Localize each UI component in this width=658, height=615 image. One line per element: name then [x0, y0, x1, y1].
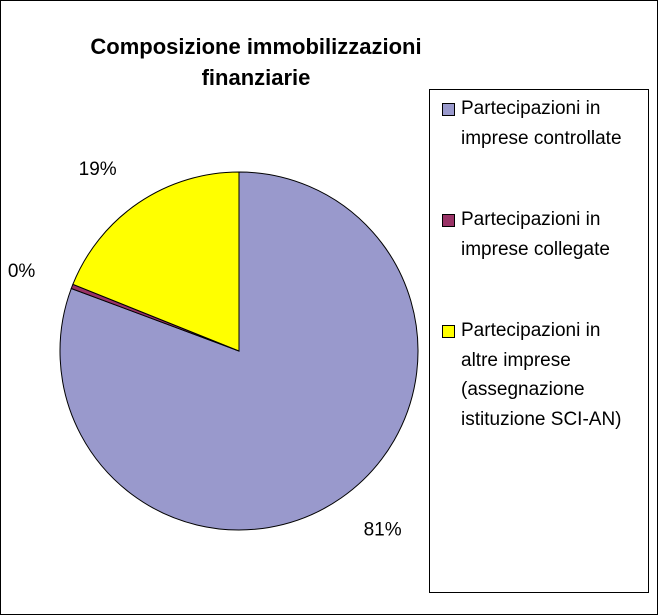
legend-swatch [442, 214, 455, 227]
legend: Partecipazioni in imprese controllate Par… [429, 89, 649, 593]
data-label: 0% [8, 261, 36, 282]
legend-label: Partecipazioni in imprese collegate [461, 209, 610, 260]
legend-entry: Partecipazioni in altre imprese (assegna… [442, 316, 644, 434]
legend-swatch [442, 103, 455, 116]
legend-entry: Partecipazioni in imprese controllate [442, 94, 644, 153]
data-label: 19% [79, 159, 117, 180]
legend-entry: Partecipazioni in imprese collegate [442, 205, 644, 264]
chart-title: Composizione immobilizzazioni finanziari… [90, 34, 422, 90]
data-label: 81% [364, 519, 402, 540]
legend-label: Partecipazioni in altre imprese (assegna… [461, 320, 622, 430]
legend-swatch [442, 325, 455, 338]
legend-label: Partecipazioni in imprese controllate [461, 98, 622, 149]
pie-slice [72, 171, 240, 352]
